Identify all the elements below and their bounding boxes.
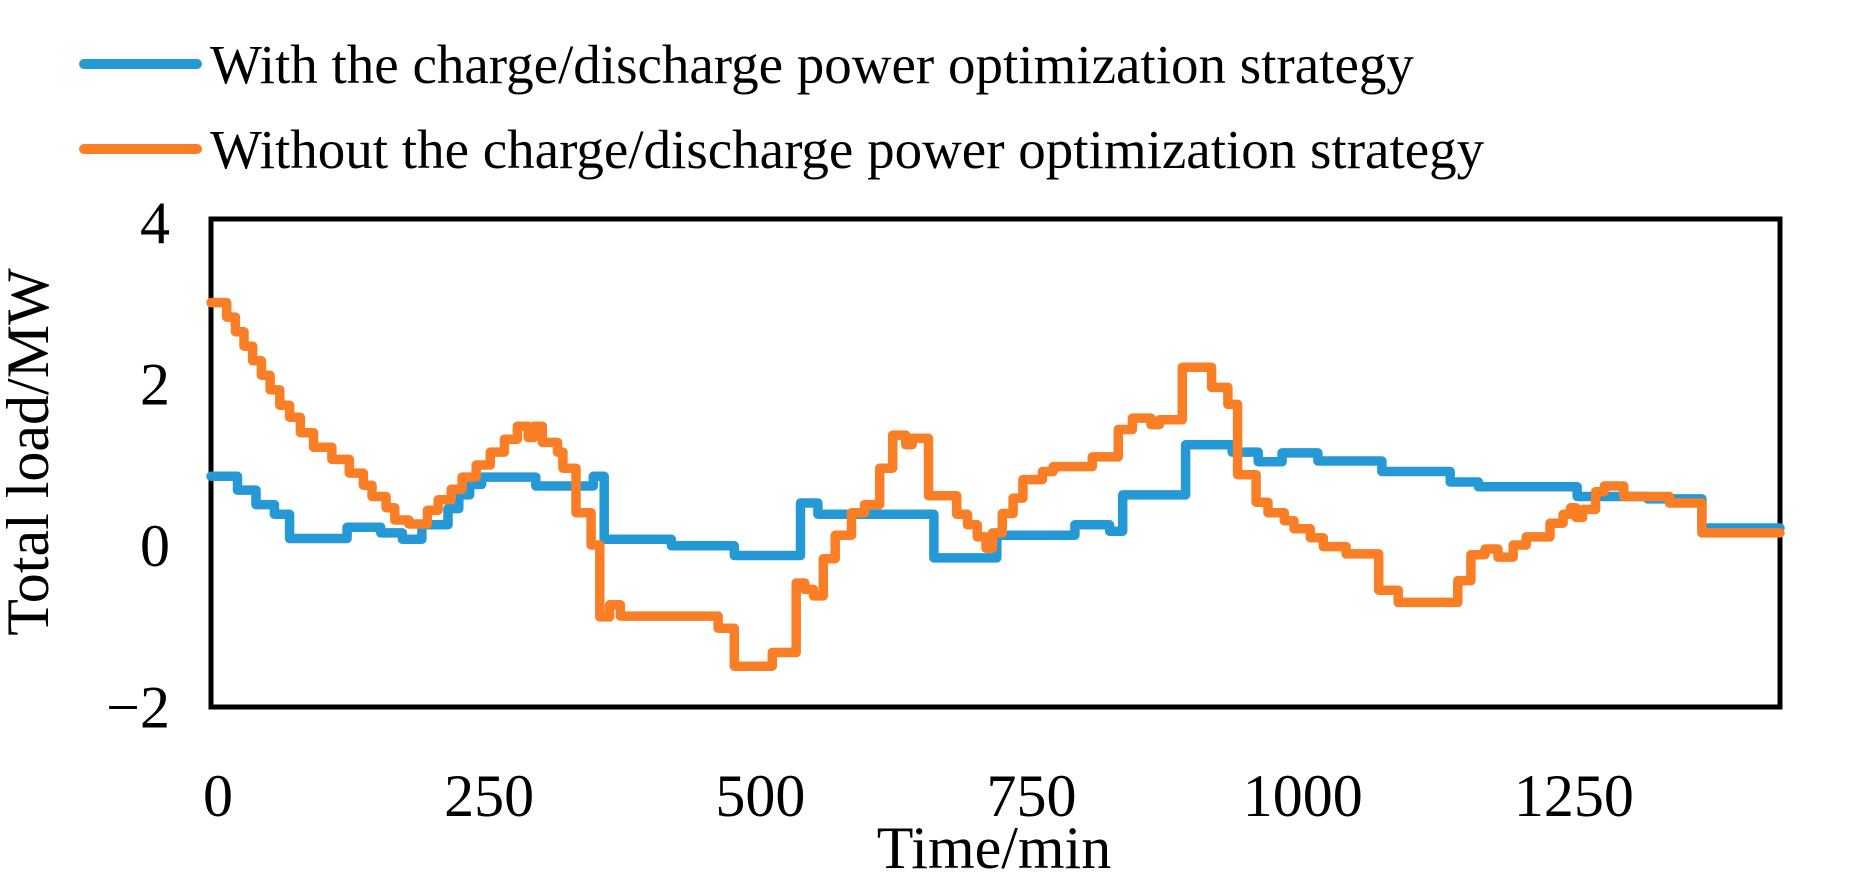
x-tick-label: 750	[987, 763, 1077, 829]
x-tick-label: 500	[715, 763, 805, 829]
legend: With the charge/discharge power optimiza…	[79, 34, 1485, 180]
y-axis-title: Total load/MW	[0, 268, 61, 636]
x-tick-label: 1250	[1514, 763, 1634, 829]
legend-label-without-strategy: Without the charge/discharge power optim…	[210, 119, 1485, 180]
x-tick-labels: 0 250 500 750 1000 1250	[203, 763, 1634, 829]
plot-frame	[208, 216, 1783, 710]
legend-label-with-strategy: With the charge/discharge power optimiza…	[210, 34, 1414, 95]
x-tick-label: 0	[203, 763, 233, 829]
series-line-without-strategy	[206, 297, 1785, 671]
y-tick-labels: 4 2 0 −2	[106, 190, 170, 741]
y-tick-label: 4	[140, 190, 170, 256]
x-tick-label: 250	[444, 763, 534, 829]
y-tick-label: 2	[140, 351, 170, 417]
y-tick-label: 0	[140, 513, 170, 579]
series-lines	[206, 297, 1785, 671]
x-axis-title: Time/min	[877, 815, 1112, 881]
x-tick-label: 1000	[1243, 763, 1363, 829]
y-tick-label: −2	[106, 675, 170, 741]
series-line-with-strategy	[206, 440, 1785, 563]
